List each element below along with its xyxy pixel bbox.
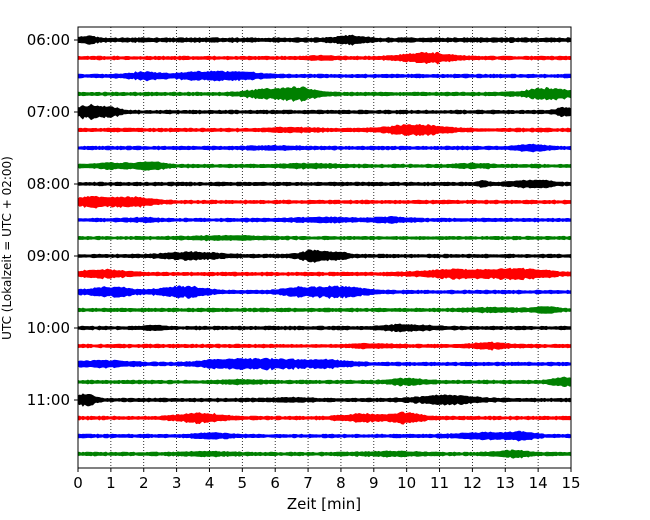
trace-line (77, 376, 572, 388)
x-tick-label: 9 (369, 474, 379, 492)
x-tick-label: 13 (496, 474, 515, 492)
y-tick-label: 10:00 (27, 319, 70, 337)
x-tick-label: 12 (463, 474, 482, 492)
trace-line (77, 70, 572, 82)
y-tick-label: 11:00 (27, 391, 70, 409)
y-tick-label: 06:00 (27, 31, 70, 49)
trace-line (77, 161, 572, 171)
trace-line (77, 341, 572, 351)
trace-line (77, 285, 572, 300)
y-tick-label: 07:00 (27, 103, 70, 121)
trace-line (77, 215, 572, 224)
x-tick-label: 14 (529, 474, 548, 492)
x-tick-label: 8 (336, 474, 346, 492)
trace-line (77, 86, 572, 102)
trace-line (77, 123, 572, 137)
trace-line (77, 51, 572, 65)
x-tick-label: 5 (238, 474, 248, 492)
x-axis: 0 1 2 3 4 5 6 7 8 9 10 11 12 13 14 15 (73, 468, 581, 492)
plot-frame (77, 26, 572, 469)
trace-line (77, 357, 572, 371)
trace-line (77, 323, 572, 333)
trace-line (77, 393, 572, 407)
trace-line (77, 234, 572, 242)
x-tick-label: 3 (172, 474, 182, 492)
trace-line (77, 103, 572, 121)
trace-line (77, 249, 572, 263)
x-tick-label: 2 (139, 474, 149, 492)
trace-line (77, 411, 572, 425)
trace-line (77, 179, 572, 189)
x-tick-label: 4 (205, 474, 215, 492)
x-tick-label: 1 (106, 474, 116, 492)
x-tick-label: 15 (561, 474, 580, 492)
x-tick-label: 7 (303, 474, 313, 492)
y-axis: 06:00 07:00 08:00 09:00 10:00 11:00 (27, 31, 78, 409)
trace-line (77, 34, 572, 46)
x-axis-label: Zeit [min] (287, 495, 361, 513)
y-tick-label: 09:00 (27, 247, 70, 265)
trace-line (77, 195, 572, 209)
x-tick-label: 6 (270, 474, 280, 492)
x-tick-label: 10 (397, 474, 416, 492)
trace-line (77, 430, 572, 442)
y-tick-label: 08:00 (27, 175, 70, 193)
x-tick-label: 11 (430, 474, 449, 492)
trace-group (77, 34, 572, 459)
x-tick-label: 0 (73, 474, 83, 492)
trace-line (77, 306, 572, 314)
trace-line (77, 449, 572, 459)
trace-line (77, 267, 572, 281)
trace-line (77, 143, 572, 153)
y-axis-label: UTC (Lokalzeit = UTC + 02:00) (0, 156, 14, 340)
